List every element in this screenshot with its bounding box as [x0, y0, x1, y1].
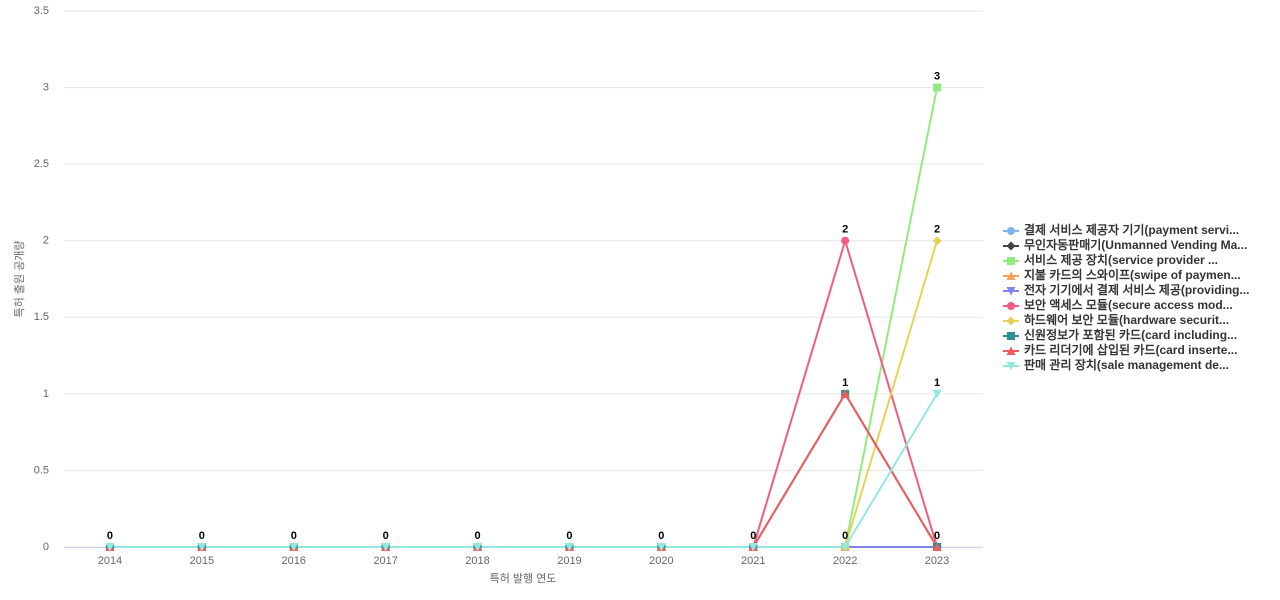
data-label: 0: [383, 530, 389, 542]
x-tick-label: 2021: [741, 555, 765, 567]
legend-symbol: [1006, 316, 1016, 326]
data-label: 0: [842, 530, 848, 542]
data-point: [840, 389, 850, 398]
data-label: 0: [474, 530, 480, 542]
y-axis-title: 특허 출원 공개량: [13, 241, 26, 318]
x-tick-label: 2018: [465, 555, 489, 567]
data-point: [840, 543, 850, 552]
data-point: [932, 236, 942, 246]
data-label: 1: [842, 377, 848, 389]
y-tick-label: 1: [43, 388, 49, 400]
y-tick-label: 2.5: [34, 158, 49, 170]
x-axis-title: 특허 발행 연도: [490, 572, 557, 585]
data-label: 0: [658, 530, 664, 542]
data-point: [933, 83, 942, 92]
data-label: 0: [107, 530, 113, 542]
y-tick-label: 0: [43, 541, 49, 553]
x-tick-label: 2016: [282, 555, 306, 567]
legend-label: 보안 액세스 모듈(secure access mod...: [1024, 297, 1233, 312]
data-point: [197, 543, 207, 552]
data-point: [564, 543, 574, 552]
y-tick-label: 0.5: [34, 464, 49, 476]
data-label: 0: [750, 530, 756, 542]
legend-label: 하드웨어 보안 모듈(hardware securit...: [1024, 312, 1229, 327]
legend-label: 결제 서비스 제공자 기기(payment servi...: [1024, 222, 1239, 237]
x-tick-label: 2022: [833, 555, 857, 567]
data-point: [473, 543, 483, 552]
legend-label: 무인자동판매기(Unmanned Vending Ma...: [1024, 237, 1247, 252]
legend-symbol: [1006, 346, 1016, 355]
data-label: 0: [291, 530, 297, 542]
x-tick-label: 2017: [373, 555, 397, 567]
data-point: [932, 542, 942, 551]
legend-label: 서비스 제공 장치(service provider ...: [1024, 252, 1218, 267]
x-tick-label: 2014: [98, 555, 122, 567]
legend-label: 카드 리더기에 삽입된 카드(card inserte...: [1024, 342, 1237, 357]
legend-symbol: [1007, 332, 1015, 340]
legend-label: 지불 카드의 스와이프(swipe of paymen...: [1024, 267, 1241, 282]
legend-label: 판매 관리 장치(sale management de...: [1024, 357, 1229, 372]
x-tick-label: 2015: [190, 555, 214, 567]
data-label: 1: [934, 377, 940, 389]
y-tick-label: 3.5: [34, 5, 49, 17]
data-label: 0: [199, 530, 205, 542]
data-label: 3: [934, 70, 940, 82]
data-point: [289, 543, 299, 552]
data-label: 2: [842, 224, 848, 236]
data-point: [748, 543, 758, 552]
x-tick-label: 2023: [925, 555, 949, 567]
data-label: 0: [566, 530, 572, 542]
legend-symbol: [1006, 362, 1016, 371]
x-tick-label: 2019: [557, 555, 581, 567]
legend-symbol: [1006, 287, 1016, 296]
series-line: [109, 393, 938, 548]
y-tick-label: 2: [43, 235, 49, 247]
legend-symbol: [1007, 227, 1015, 235]
y-tick-label: 3: [43, 81, 49, 93]
data-point: [656, 543, 666, 552]
data-point: [932, 389, 942, 399]
data-label: 2: [934, 224, 940, 236]
legend-label: 신원정보가 포함된 카드(card including...: [1024, 327, 1237, 342]
data-label: 0: [934, 530, 940, 542]
legend-symbol: [1006, 271, 1016, 280]
x-tick-label: 2020: [649, 555, 673, 567]
y-tick-label: 1.5: [34, 311, 49, 323]
legend-symbol: [1007, 302, 1015, 310]
data-point: [105, 543, 115, 552]
legend-label: 전자 기기에서 결제 서비스 제공(providing...: [1024, 282, 1250, 297]
legend-symbol: [1007, 257, 1015, 265]
data-point: [381, 543, 391, 552]
legend-symbol: [1006, 241, 1016, 251]
data-point: [841, 236, 850, 245]
